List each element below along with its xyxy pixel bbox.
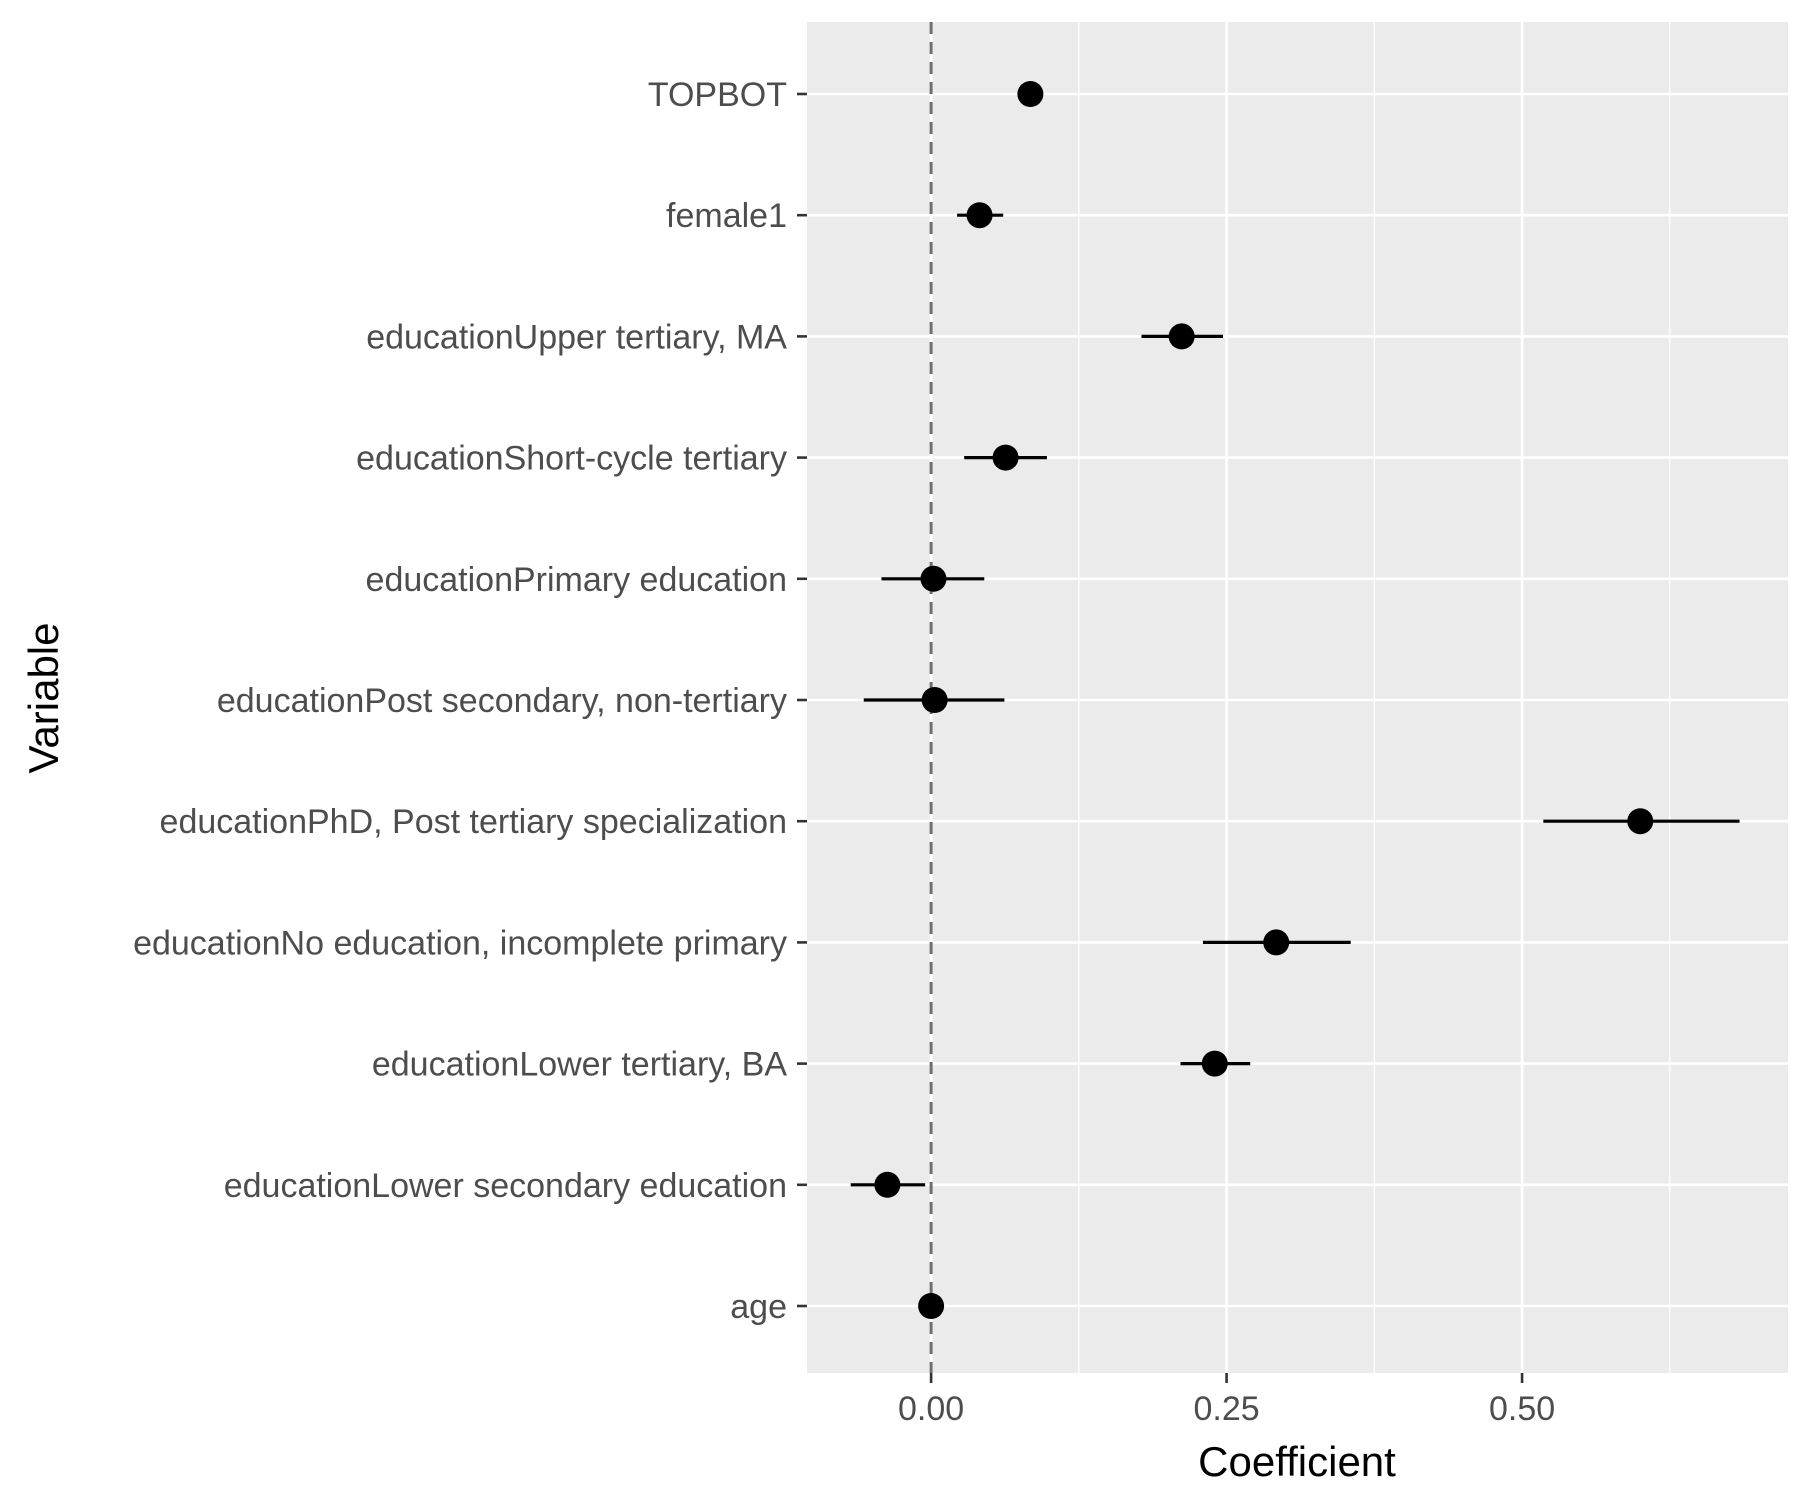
- coefficient-point: [874, 1171, 901, 1198]
- coefficient-point: [918, 1293, 945, 1319]
- coefficient-point: [1627, 808, 1654, 835]
- y-tick-label: TOPBOT: [648, 76, 787, 114]
- y-tick-label: educationPhD, Post tertiary specializati…: [160, 803, 787, 841]
- x-tick-label: 0.25: [1193, 1390, 1259, 1428]
- y-tick-label: educationPrimary education: [366, 561, 787, 599]
- y-tick-label: female1: [666, 197, 787, 235]
- y-axis: TOPBOT female1 educationUpper tertiary, MA…: [133, 76, 807, 1326]
- y-tick-label: educationPost secondary, non-tertiary: [217, 682, 787, 720]
- coefficient-point: [966, 202, 993, 229]
- y-tick-label: age: [730, 1288, 787, 1326]
- coefficient-point: [1168, 323, 1195, 350]
- x-tick-label: 0.50: [1489, 1390, 1555, 1428]
- x-axis-title: Coefficient: [1198, 1438, 1396, 1485]
- coefficient-point: [920, 565, 947, 592]
- plot-panel: [807, 22, 1788, 1373]
- x-axis: 0.00 0.25 0.50: [898, 1373, 1555, 1428]
- coefficient-point: [921, 687, 948, 713]
- x-tick-label: 0.00: [898, 1390, 964, 1428]
- coefficient-point: [1017, 81, 1044, 107]
- coefficient-point: [1201, 1050, 1228, 1077]
- y-tick-label: educationNo education, incomplete primar…: [133, 924, 787, 962]
- y-tick-label: educationUpper tertiary, MA: [366, 318, 787, 356]
- coefficient-point: [992, 444, 1019, 471]
- points: [874, 81, 1654, 1319]
- y-tick-label: educationLower secondary education: [224, 1167, 787, 1205]
- y-axis-title: Variable: [20, 623, 67, 774]
- minor-gridlines: [1078, 22, 1671, 1373]
- y-tick-label: educationShort-cycle tertiary: [356, 440, 787, 478]
- y-tick-label: educationLower tertiary, BA: [372, 1046, 787, 1084]
- coefficient-point: [1263, 929, 1290, 956]
